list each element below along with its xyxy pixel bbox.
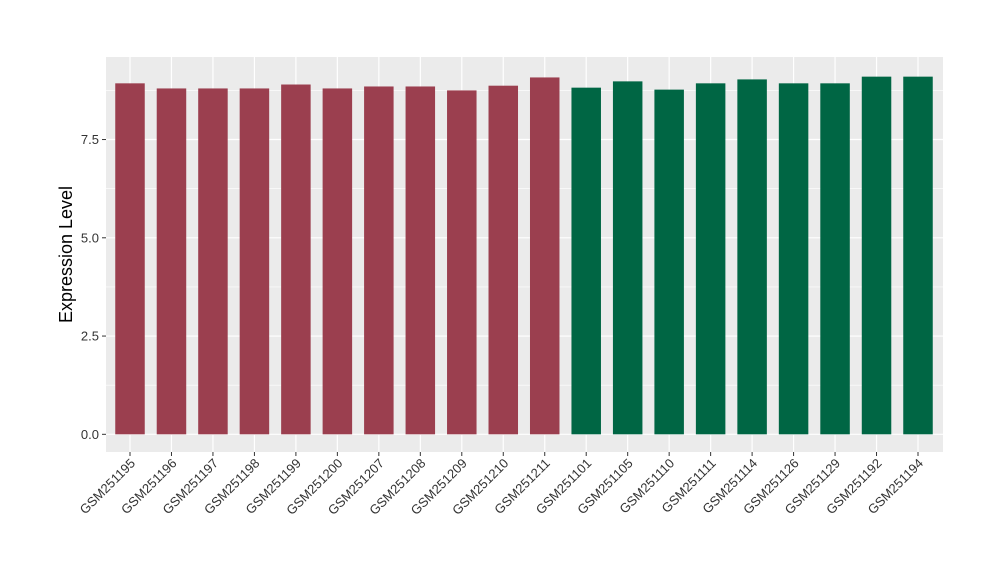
- bar-GSM251114: [737, 79, 767, 435]
- y-axis-title: Expression Level: [56, 186, 76, 323]
- bar-GSM251110: [654, 89, 684, 435]
- bar-GSM251209: [447, 90, 477, 435]
- bars: [115, 76, 933, 435]
- bar-GSM251101: [571, 87, 601, 435]
- bar-GSM251200: [322, 88, 353, 435]
- bar-GSM251111: [695, 83, 726, 435]
- y-tick-label-0: 0.0: [81, 427, 99, 442]
- bar-GSM251211: [529, 77, 560, 435]
- bar-GSM251126: [778, 83, 809, 435]
- y-tick-label-2: 5.0: [81, 230, 99, 245]
- x-axis-ticks: GSM251195GSM251196GSM251197GSM251198GSM2…: [77, 452, 926, 518]
- plot-panel: [106, 57, 943, 452]
- bar-GSM251194: [903, 76, 933, 435]
- bar-GSM251207: [364, 86, 394, 435]
- bar-GSM251196: [156, 88, 187, 435]
- bar-GSM251105: [612, 81, 643, 435]
- bar-GSM251199: [281, 84, 311, 435]
- y-tick-label-1: 2.5: [81, 329, 99, 344]
- bar-GSM251198: [239, 88, 270, 435]
- y-tick-label-3: 7.5: [81, 132, 99, 147]
- bar-GSM251129: [820, 83, 850, 435]
- bar-GSM251208: [405, 86, 436, 435]
- bar-GSM251210: [488, 85, 519, 435]
- bar-GSM251195: [115, 83, 145, 435]
- bar-GSM251197: [198, 88, 228, 435]
- y-axis-ticks: 0.0 2.5 5.0 7.5: [81, 132, 106, 442]
- bar-GSM251192: [861, 76, 892, 435]
